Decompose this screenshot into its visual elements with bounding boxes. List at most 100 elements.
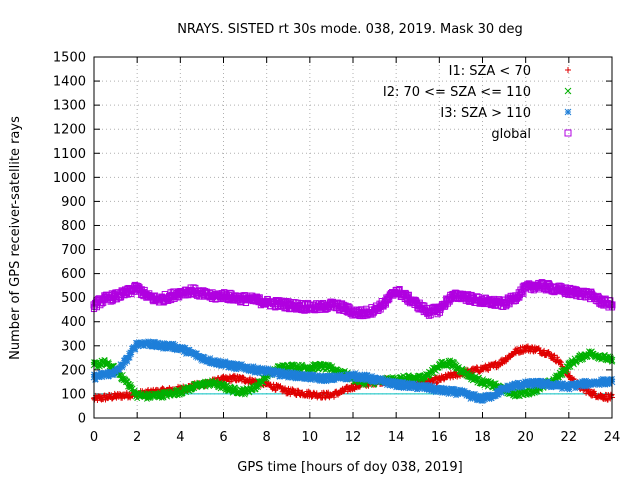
data-point-fill (318, 378, 325, 385)
data-point-fill (536, 345, 542, 351)
data-point-fill (135, 343, 142, 350)
data-point-fill (294, 369, 301, 376)
data-point-fill (119, 371, 126, 378)
data-point-fill (483, 364, 490, 370)
data-point-fill (495, 391, 502, 398)
data-point-fill (498, 390, 505, 397)
data-point-fill (306, 373, 313, 379)
legend: I1: SZA < 70 I2: 70 <= SZA <= 110 I3: SZA … (383, 64, 572, 142)
data-point-fill (438, 384, 445, 391)
data-point-fill (175, 343, 181, 350)
data-point-fill (149, 342, 156, 349)
data-point-fill (451, 386, 458, 393)
data-point-fill (124, 389, 130, 395)
data-point-fill (386, 296, 393, 303)
data-point-fill (314, 390, 320, 396)
data-point-fill (324, 390, 330, 396)
data-point-fill (548, 351, 555, 358)
data-point-fill (532, 348, 539, 354)
data-point-fill (558, 359, 564, 365)
data-point-fill (487, 364, 494, 371)
data-point-fill (432, 389, 439, 396)
data-point-fill (122, 360, 129, 367)
data-point-fill (161, 340, 168, 347)
y-tick-label: 300 (61, 339, 86, 354)
y-tick-label: 1400 (53, 75, 86, 90)
data-point-fill (317, 372, 324, 379)
data-point-fill (555, 379, 562, 386)
data-point-fill (257, 368, 264, 374)
data-point-fill (501, 358, 507, 364)
data-point-fill (589, 393, 596, 399)
data-point-fill (116, 366, 123, 373)
data-point-fill (382, 379, 389, 386)
legend-label: I2: 70 <= SZA <= 110 (383, 85, 531, 100)
data-point-fill (161, 342, 168, 348)
data-point-fill (275, 367, 282, 374)
data-point-fill (294, 375, 301, 382)
data-point-fill (132, 346, 139, 353)
x-axis-label: GPS time [hours of doy 038, 2019] (237, 460, 462, 475)
data-point-fill (306, 371, 313, 377)
data-point-fill (435, 379, 441, 385)
y-tick-label: 1000 (53, 171, 86, 186)
data-point-fill (285, 385, 292, 392)
data-point-fill (126, 381, 133, 388)
data-point-fill (505, 387, 512, 394)
data-point-fill (211, 356, 218, 363)
data-point-fill (554, 354, 560, 360)
data-point-fill (510, 385, 517, 392)
data-point-fill (124, 358, 131, 365)
data-point-fill (513, 350, 519, 357)
y-tick-label: 500 (61, 291, 86, 306)
data-point-fill (428, 387, 435, 394)
data-point-fill (391, 381, 398, 388)
data-point-fill (398, 384, 405, 391)
data-point-fill (602, 396, 608, 403)
data-point-fill (110, 372, 117, 378)
data-point-fill (485, 391, 492, 398)
x-tick-label: 8 (263, 430, 271, 445)
data-point-fill (557, 358, 563, 364)
x-tick-label: 0 (90, 430, 98, 445)
data-point-fill (416, 385, 423, 392)
x-tick-label: 6 (219, 430, 227, 445)
data-point-fill (126, 354, 133, 361)
y-tick-label: 200 (61, 363, 86, 378)
data-point-fill (414, 386, 421, 393)
data-point-fill (465, 389, 472, 396)
data-point-fill (252, 369, 259, 376)
data-point-fill (127, 351, 134, 358)
data-point-fill (154, 342, 161, 349)
data-point-fill (572, 385, 579, 392)
data-point-fill (263, 370, 270, 377)
x-tick-label: 20 (517, 430, 534, 445)
data-point-fill (533, 381, 539, 388)
data-point-fill (364, 372, 371, 379)
data-point-fill (473, 392, 480, 399)
data-point-fill (279, 368, 286, 374)
data-point-fill (567, 363, 574, 370)
data-point-fill (302, 392, 308, 399)
data-point-fill (598, 376, 605, 383)
data-point-fill (355, 372, 362, 379)
data-point-fill (370, 378, 377, 385)
data-point-fill (94, 397, 101, 404)
data-point-fill (230, 365, 237, 372)
data-point-fill (283, 388, 289, 394)
data-point-fill (536, 383, 543, 390)
data-point-fill (426, 382, 433, 389)
data-point-fill (323, 378, 330, 385)
data-point-fill (441, 377, 447, 383)
y-tick-label: 700 (61, 243, 86, 258)
y-tick-label: 600 (61, 267, 86, 282)
legend-marker (565, 67, 571, 73)
data-point-fill (335, 375, 342, 382)
data-point-fill (283, 369, 290, 375)
data-point-fill (112, 368, 119, 375)
data-point-fill (111, 370, 118, 377)
data-point-fill (232, 385, 239, 392)
data-point-fill (392, 378, 399, 385)
legend-marker (564, 87, 572, 95)
